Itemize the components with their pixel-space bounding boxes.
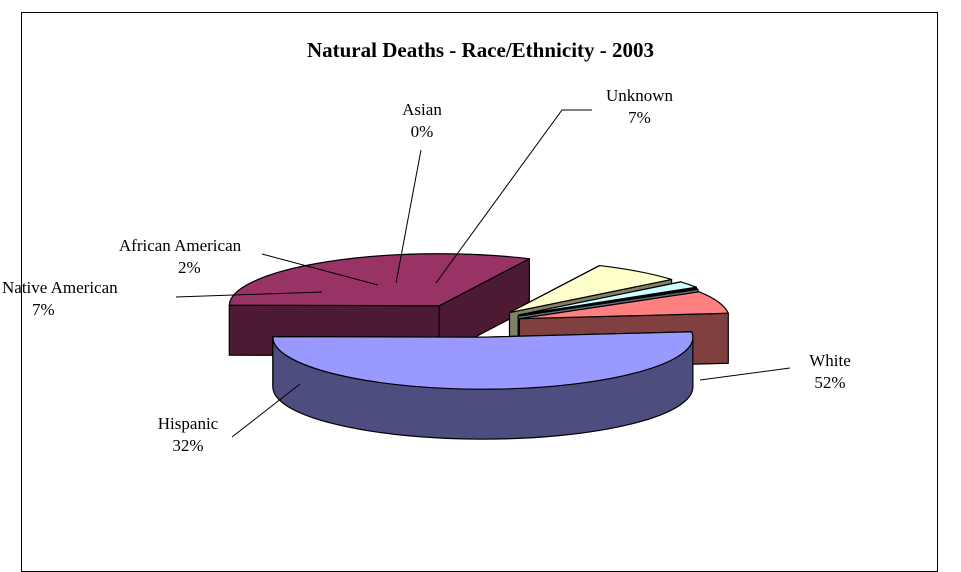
- label-white: White 52%: [790, 350, 870, 394]
- label-african-american-pct: 2%: [178, 258, 201, 277]
- leader-line-asian: [395, 149, 422, 284]
- label-asian: Asian 0%: [392, 99, 452, 143]
- pie-slice-asian-top: [517, 287, 699, 317]
- pie-slice-unknown-top: [518, 291, 729, 320]
- label-asian-pct: 0%: [410, 122, 434, 141]
- label-asian-name: Asian: [402, 100, 442, 119]
- leader-line-white: [699, 367, 791, 381]
- label-white-pct: 52%: [814, 373, 846, 392]
- label-african-american: African American 2%: [100, 235, 260, 279]
- pie-chart: [175, 109, 791, 440]
- label-hispanic-pct: 32%: [172, 436, 204, 455]
- label-unknown: Unknown 7%: [592, 85, 687, 129]
- label-hispanic: Hispanic 32%: [143, 413, 233, 457]
- label-white-name: White: [809, 351, 851, 370]
- label-unknown-name: Unknown: [605, 86, 674, 105]
- label-african-american-name: African American: [118, 236, 242, 255]
- label-native-american: Native American 7%: [2, 277, 182, 321]
- label-hispanic-name: Hispanic: [157, 414, 219, 433]
- pie-slice-african-american-top: [518, 281, 697, 316]
- leader-line-african-american: [261, 253, 379, 286]
- leader-line-hispanic: [231, 383, 301, 438]
- pie-slice-white: [272, 331, 694, 440]
- leader-line-unknown: [435, 109, 592, 284]
- label-native-american-name: Native American: [2, 278, 118, 297]
- chart-title: Natural Deaths - Race/Ethnicity - 2003: [306, 38, 655, 62]
- label-unknown-pct: 7%: [628, 108, 651, 127]
- pie-slice-white-top: [272, 331, 694, 390]
- label-native-american-pct: 7%: [32, 300, 55, 319]
- pie-slice-native-american-top: [508, 264, 673, 314]
- leader-line-native-american: [175, 291, 323, 298]
